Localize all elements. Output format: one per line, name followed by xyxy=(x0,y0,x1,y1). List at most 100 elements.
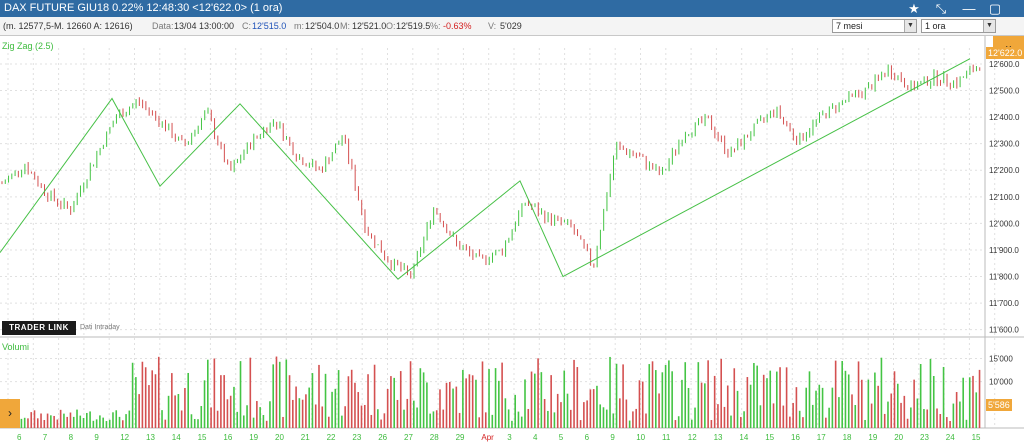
volume-bar xyxy=(445,382,448,428)
volume-bar xyxy=(396,399,399,428)
volume-bar xyxy=(462,369,464,428)
volume-bar xyxy=(553,412,556,428)
chevron-down-icon[interactable]: ▼ xyxy=(904,20,916,32)
volume-bar xyxy=(442,409,445,428)
quote-info-bar: (m. 12577,5-M. 12660 A: 12616) Data: 13/… xyxy=(0,17,1024,36)
volume-bar xyxy=(661,372,664,428)
volume-bar xyxy=(962,377,964,428)
pin-icon[interactable]: ⤡ xyxy=(935,1,947,16)
window-title: DAX FUTURE GIU18 0.22% 12:48:30 <12'622.… xyxy=(4,2,283,14)
volume-bar xyxy=(282,416,284,428)
volume-panel-label: Volumi xyxy=(2,342,30,352)
volume-bar xyxy=(887,401,889,428)
volume-bar xyxy=(246,405,248,428)
volume-bar xyxy=(952,403,955,428)
volume-bar xyxy=(488,369,490,428)
volume-bar xyxy=(811,404,814,428)
volume-bar xyxy=(955,392,958,428)
volume-bar xyxy=(825,417,827,428)
volume-bar xyxy=(854,405,857,428)
volume-bar xyxy=(556,393,559,428)
volume-bar xyxy=(220,375,222,428)
volume-bar xyxy=(386,388,389,428)
volume-bar xyxy=(847,374,850,428)
volume-bar xyxy=(668,360,670,428)
volume-bar xyxy=(105,421,108,428)
maximize-icon[interactable]: ▢ xyxy=(988,1,1002,16)
volume-bar xyxy=(913,379,915,428)
volume-bar xyxy=(599,404,602,428)
max-label: M: xyxy=(340,21,350,31)
volume-bar xyxy=(798,410,801,428)
volume-bar xyxy=(481,361,484,428)
volume-bar xyxy=(275,356,278,428)
volume-bar xyxy=(723,406,726,428)
price-tick-label: 11'600.0 xyxy=(989,326,1019,335)
volume-bar xyxy=(759,405,762,428)
date-tick-label: 7 xyxy=(43,433,48,442)
volume-bar xyxy=(710,420,713,428)
volume-bar xyxy=(63,413,65,428)
pct-value: -0.63% xyxy=(443,21,472,31)
volume-bar xyxy=(344,406,346,428)
volume-bar xyxy=(50,415,52,428)
volume-bar xyxy=(704,383,706,428)
volume-bar xyxy=(540,372,543,428)
volume-bar xyxy=(115,410,118,428)
period-select-value: 7 mesi xyxy=(836,21,863,31)
volume-bar xyxy=(602,407,605,428)
volume-bar xyxy=(491,414,494,428)
date-tick-label: 26 xyxy=(378,433,387,442)
chevron-down-icon[interactable]: ▼ xyxy=(983,20,995,32)
price-chart[interactable]: 12'600.0 12'500.0 12'400.0 12'300.0 12'200.0… xyxy=(0,36,1024,445)
volume-bar xyxy=(772,403,775,428)
volume-bar xyxy=(292,399,294,428)
volume-bar xyxy=(135,377,137,428)
date-tick-label: 29 xyxy=(456,433,465,442)
volume-bar xyxy=(484,412,487,428)
volume-bar xyxy=(213,358,216,428)
volume-bar xyxy=(56,419,59,428)
volume-bar xyxy=(615,363,618,428)
volume-bar xyxy=(978,369,981,428)
volume-bar xyxy=(429,413,431,428)
volume-bar xyxy=(910,407,912,428)
volume-bar xyxy=(612,413,615,428)
volume-bar xyxy=(82,417,85,428)
volume-bar xyxy=(298,398,301,428)
volume-bar xyxy=(560,402,562,428)
volume-bar xyxy=(596,385,598,428)
volume-bar xyxy=(808,371,811,428)
volume-bar xyxy=(972,375,974,428)
volume-bar xyxy=(740,416,742,428)
interval-select[interactable]: 1 ora ▼ xyxy=(921,19,996,33)
volume-bar xyxy=(475,379,477,428)
minimize-icon[interactable]: — xyxy=(962,1,976,16)
date-tick-label: 27 xyxy=(404,433,413,442)
volume-bar xyxy=(586,400,588,428)
volume-bar xyxy=(906,418,909,428)
navigate-button[interactable]: › xyxy=(0,399,20,428)
volume-bar xyxy=(795,387,798,428)
volume-bar xyxy=(432,411,435,428)
volume-bar xyxy=(543,399,546,428)
volume-bar xyxy=(968,377,971,428)
volume-bar xyxy=(210,407,212,428)
volume-bar xyxy=(154,374,157,428)
volume-bar xyxy=(478,417,481,428)
volume-bar xyxy=(789,416,791,428)
price-tick-label: 12'200.0 xyxy=(989,166,1020,175)
volume-bar xyxy=(148,385,150,428)
trader-link-logo: TRADER LINK xyxy=(2,321,76,335)
volume-bar xyxy=(641,381,644,428)
star-icon[interactable]: ★ xyxy=(908,1,920,16)
volume-bar xyxy=(43,420,46,428)
date-tick-label: Apr xyxy=(481,433,494,442)
period-select[interactable]: 7 mesi ▼ xyxy=(832,19,917,33)
volume-bar xyxy=(890,393,893,428)
volume-bar xyxy=(86,412,88,428)
volume-bar xyxy=(939,414,942,428)
volume-bar xyxy=(867,379,870,428)
volume-bar xyxy=(566,393,569,428)
